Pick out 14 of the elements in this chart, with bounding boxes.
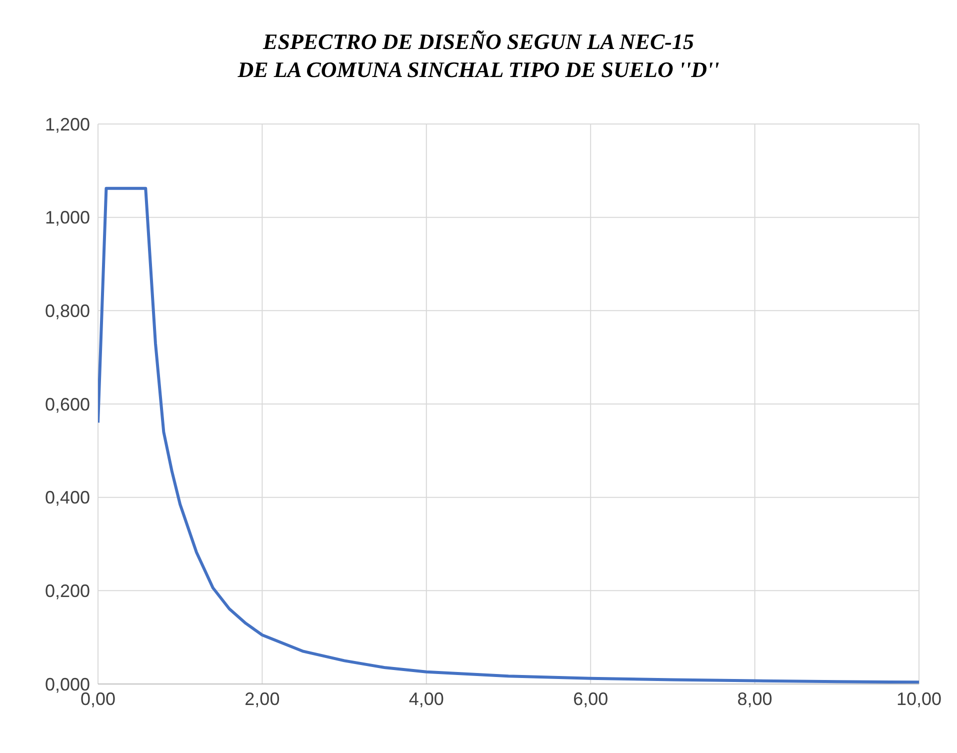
line-series	[98, 186, 919, 684]
y-tick-label: 1,000	[44, 208, 90, 228]
y-tick-label: 0,600	[44, 394, 90, 414]
x-tick-label: 8,00	[737, 688, 772, 709]
x-tick-label: 4,00	[408, 688, 444, 709]
x-tick-label: 2,00	[244, 688, 280, 709]
chart-title: ESPECTRO DE DISEÑO SEGUN LA NEC-15 DE LA COMUNA SINCHAL TIPO DE SUELO ''D''	[236, 28, 720, 84]
y-tick-label: 0,200	[44, 581, 90, 602]
y-tick-label: 1,200	[44, 114, 90, 134]
y-tick-label: 0,400	[44, 488, 90, 508]
x-tick-label: 10,00	[896, 688, 942, 709]
y-tick-label: 0,800	[44, 301, 90, 322]
y-tick-label: 0,000	[44, 674, 90, 694]
x-tick-label: 6,00	[573, 688, 608, 709]
